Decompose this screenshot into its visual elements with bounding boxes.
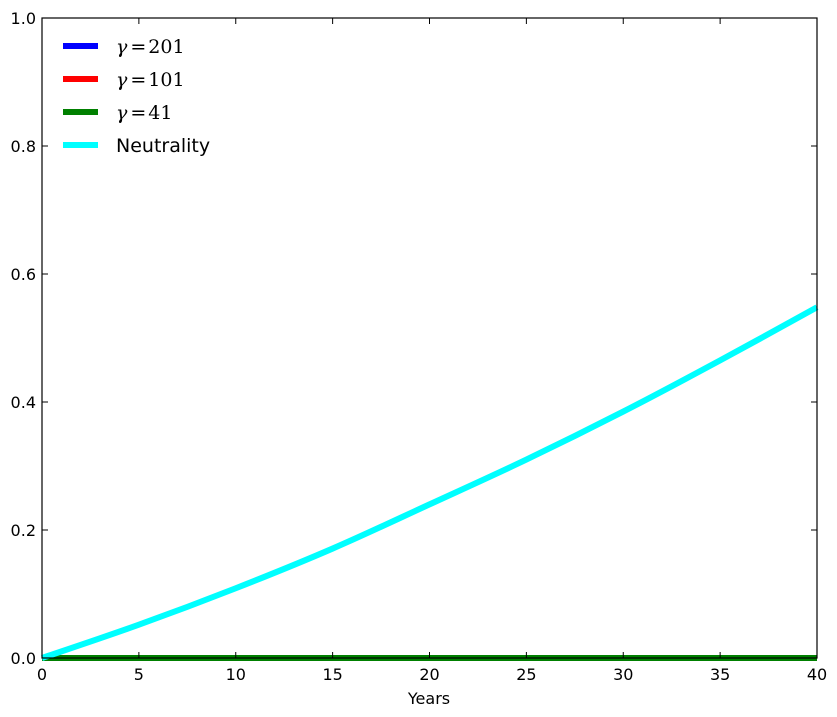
y-tick-label: 0.2: [11, 521, 36, 540]
axis-ticks: 0 5 10 15 20 25 30 35 40 0.0 0.2 0.4 0.6 0.8 1.0: [11, 9, 828, 684]
y-tick-label: 1.0: [11, 9, 36, 28]
legend-label-2: γ = 41: [116, 102, 172, 124]
x-axis-label: Years: [407, 689, 450, 708]
legend: γ = 201 γ = 101 γ = 41 Neutrality: [63, 36, 210, 157]
x-tick-label: 10: [226, 665, 246, 684]
x-tick-label: 0: [37, 665, 47, 684]
x-tick-label: 35: [710, 665, 730, 684]
legend-label-0: γ = 201: [116, 36, 185, 58]
y-tick-label: 0.4: [11, 393, 36, 412]
x-tick-label: 15: [322, 665, 342, 684]
x-tick-label: 20: [419, 665, 439, 684]
x-tick-label: 25: [516, 665, 536, 684]
y-tick-label: 0.0: [11, 649, 36, 668]
series-lines: [41, 304, 819, 662]
legend-label-1: γ = 101: [116, 69, 185, 91]
x-tick-label: 30: [613, 665, 633, 684]
legend-label-3: Neutrality: [116, 135, 210, 157]
x-tick-label: 5: [134, 665, 144, 684]
y-tick-label: 0.8: [11, 137, 36, 156]
y-tick-label: 0.6: [11, 265, 36, 284]
series-line-3: [41, 304, 819, 661]
x-tick-label: 40: [807, 665, 827, 684]
